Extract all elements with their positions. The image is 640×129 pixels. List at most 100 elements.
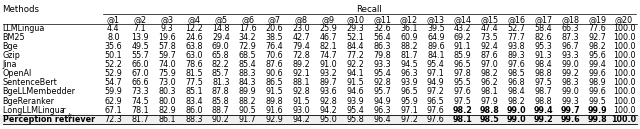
Text: 99.9: 99.9 — [588, 106, 607, 115]
Text: 81.5: 81.5 — [185, 69, 203, 78]
Text: Gzip: Gzip — [3, 51, 20, 60]
Text: 52.9: 52.9 — [104, 69, 122, 78]
Text: 65.8: 65.8 — [212, 51, 230, 60]
Text: 74.5: 74.5 — [131, 97, 149, 106]
Text: 98.3: 98.3 — [561, 78, 579, 87]
Text: 98.5: 98.5 — [480, 115, 499, 124]
Text: 99.3: 99.3 — [561, 97, 579, 106]
Text: 83.4: 83.4 — [185, 97, 203, 106]
Text: 97.6: 97.6 — [508, 60, 525, 69]
Text: 88.2: 88.2 — [239, 97, 257, 106]
Text: 94.9: 94.9 — [373, 97, 391, 106]
Text: 81.3: 81.3 — [212, 78, 230, 87]
Text: 74.7: 74.7 — [319, 51, 337, 60]
Text: 75.9: 75.9 — [158, 69, 176, 78]
Text: @14: @14 — [454, 15, 472, 24]
Text: 98.2: 98.2 — [588, 42, 606, 51]
Text: 47.4: 47.4 — [481, 24, 499, 33]
Text: 85.4: 85.4 — [239, 60, 257, 69]
Text: 93.9: 93.9 — [346, 97, 364, 106]
Text: 95.4: 95.4 — [427, 60, 445, 69]
Text: 79.8: 79.8 — [373, 51, 391, 60]
Text: 86.3: 86.3 — [373, 42, 391, 51]
Text: 64.9: 64.9 — [427, 33, 445, 42]
Text: 99.0: 99.0 — [507, 106, 526, 115]
Text: 91.6: 91.6 — [266, 106, 284, 115]
Text: 66.3: 66.3 — [561, 24, 579, 33]
Text: 100.0: 100.0 — [612, 42, 636, 51]
Text: Perception retriever: Perception retriever — [3, 115, 95, 124]
Text: 98.5: 98.5 — [508, 69, 525, 78]
Text: BgeLLMembedder: BgeLLMembedder — [3, 87, 76, 96]
Text: 89.9: 89.9 — [239, 87, 257, 96]
Text: 95.4: 95.4 — [373, 69, 391, 78]
Text: 17.6: 17.6 — [239, 24, 257, 33]
Text: 95.9: 95.9 — [400, 97, 418, 106]
Text: 58.4: 58.4 — [534, 24, 552, 33]
Text: 36.1: 36.1 — [400, 24, 418, 33]
Text: 98.2: 98.2 — [452, 106, 473, 115]
Text: 80.0: 80.0 — [158, 97, 176, 106]
Text: 99.6: 99.6 — [561, 115, 580, 124]
Text: 56.4: 56.4 — [373, 33, 391, 42]
Text: 57.8: 57.8 — [158, 42, 176, 51]
Text: 92.8: 92.8 — [319, 97, 337, 106]
Text: 99.0: 99.0 — [561, 87, 579, 96]
Text: LLMLingua: LLMLingua — [3, 24, 45, 33]
Text: 63.0: 63.0 — [185, 51, 203, 60]
Text: 25.9: 25.9 — [319, 24, 337, 33]
Text: 100.0: 100.0 — [612, 87, 636, 96]
Text: 99.4: 99.4 — [534, 106, 553, 115]
Text: 98.2: 98.2 — [508, 97, 525, 106]
Text: @6: @6 — [241, 15, 254, 24]
Text: @17: @17 — [534, 15, 552, 24]
Text: 91.1: 91.1 — [454, 42, 472, 51]
Text: 69.2: 69.2 — [454, 33, 472, 42]
Text: 78.6: 78.6 — [185, 60, 203, 69]
Text: 88.1: 88.1 — [292, 78, 310, 87]
Text: 73.0: 73.0 — [158, 78, 176, 87]
Text: 96.2: 96.2 — [481, 78, 499, 87]
Text: 88.3: 88.3 — [239, 69, 257, 78]
Text: 86.0: 86.0 — [185, 106, 203, 115]
Text: 100.0: 100.0 — [612, 51, 636, 60]
Text: 12.2: 12.2 — [185, 24, 203, 33]
Text: 98.4: 98.4 — [534, 60, 552, 69]
Text: 87.8: 87.8 — [212, 87, 230, 96]
Text: 29.3: 29.3 — [346, 24, 364, 33]
Text: 89.7: 89.7 — [319, 78, 337, 87]
Text: 98.4: 98.4 — [508, 87, 525, 96]
Text: 84.3: 84.3 — [239, 78, 257, 87]
Text: @18: @18 — [561, 15, 579, 24]
Text: 97.6: 97.6 — [427, 106, 445, 115]
Text: 43.2: 43.2 — [454, 24, 472, 33]
Text: 95.0: 95.0 — [319, 115, 337, 124]
Text: 72.3: 72.3 — [104, 115, 122, 124]
Text: @5: @5 — [214, 15, 227, 24]
Text: @3: @3 — [161, 15, 173, 24]
Text: 52.7: 52.7 — [508, 24, 525, 33]
Text: 99.6: 99.6 — [588, 69, 606, 78]
Text: 90.5: 90.5 — [239, 106, 257, 115]
Text: 97.5: 97.5 — [534, 78, 552, 87]
Text: @9: @9 — [322, 15, 335, 24]
Text: 89.8: 89.8 — [266, 97, 284, 106]
Text: 68.5: 68.5 — [239, 51, 257, 60]
Text: 89.2: 89.2 — [292, 60, 310, 69]
Text: 99.7: 99.7 — [561, 106, 580, 115]
Text: 66.6: 66.6 — [131, 78, 149, 87]
Text: 60.9: 60.9 — [400, 33, 418, 42]
Text: 92.2: 92.2 — [346, 60, 364, 69]
Text: Methods: Methods — [3, 6, 40, 14]
Text: 82.9: 82.9 — [158, 106, 176, 115]
Text: 93.3: 93.3 — [373, 60, 391, 69]
Text: 90.2: 90.2 — [212, 115, 230, 124]
Text: 91.5: 91.5 — [266, 87, 284, 96]
Text: 100.0: 100.0 — [612, 106, 636, 115]
Text: 85.1: 85.1 — [185, 87, 203, 96]
Text: 78.1: 78.1 — [131, 106, 149, 115]
Text: 94.2: 94.2 — [292, 115, 310, 124]
Text: 95.7: 95.7 — [373, 87, 391, 96]
Text: 99.4: 99.4 — [588, 60, 606, 69]
Text: 85.7: 85.7 — [212, 69, 230, 78]
